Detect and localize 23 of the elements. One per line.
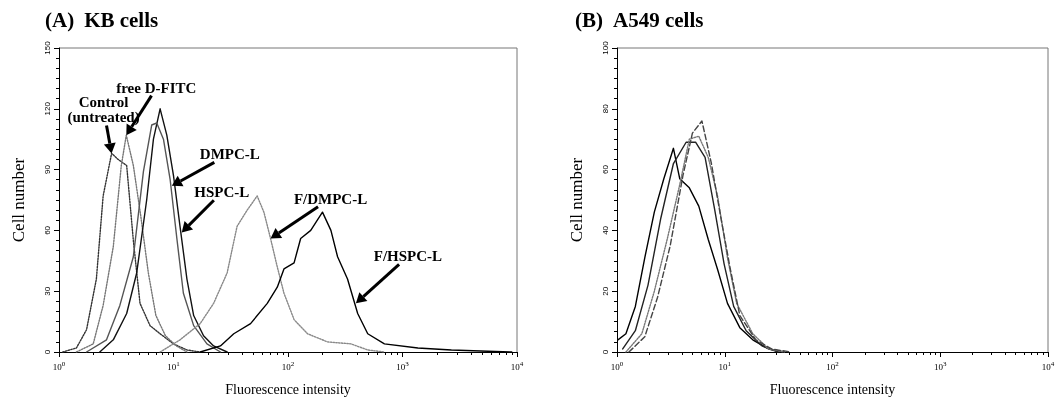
chart-title: (A) KB cells: [45, 7, 159, 32]
chart-title: (B) A549 cells: [575, 7, 704, 32]
y-tick-label: 120: [42, 101, 52, 116]
y-tick-label: 40: [600, 225, 610, 235]
y-tick-label: 0: [600, 349, 610, 355]
annotation: HSPC-L: [194, 184, 250, 201]
y-axis-title: Cell number: [567, 157, 586, 243]
annotation: DMPC-L: [199, 145, 260, 162]
y-tick-label: 90: [42, 164, 52, 175]
annotation: F/DMPC-L: [293, 190, 368, 207]
y-tick-label: 60: [42, 225, 52, 235]
y-tick-label: 100: [600, 40, 610, 55]
annotation: F/HSPC-L: [373, 248, 443, 265]
y-tick-label: 80: [600, 103, 610, 114]
y-tick-label: 20: [600, 286, 610, 296]
x-axis-title: Fluorescence intensity: [769, 381, 896, 397]
annotation: free D-FITC: [116, 80, 197, 97]
y-tick-label: 0: [42, 349, 52, 355]
y-tick-label: 60: [600, 164, 610, 175]
y-tick-label: 30: [42, 286, 52, 296]
x-axis-title: Fluorescence intensity: [225, 381, 351, 397]
y-axis-title: Cell number: [9, 157, 28, 243]
y-tick-label: 150: [42, 40, 52, 55]
